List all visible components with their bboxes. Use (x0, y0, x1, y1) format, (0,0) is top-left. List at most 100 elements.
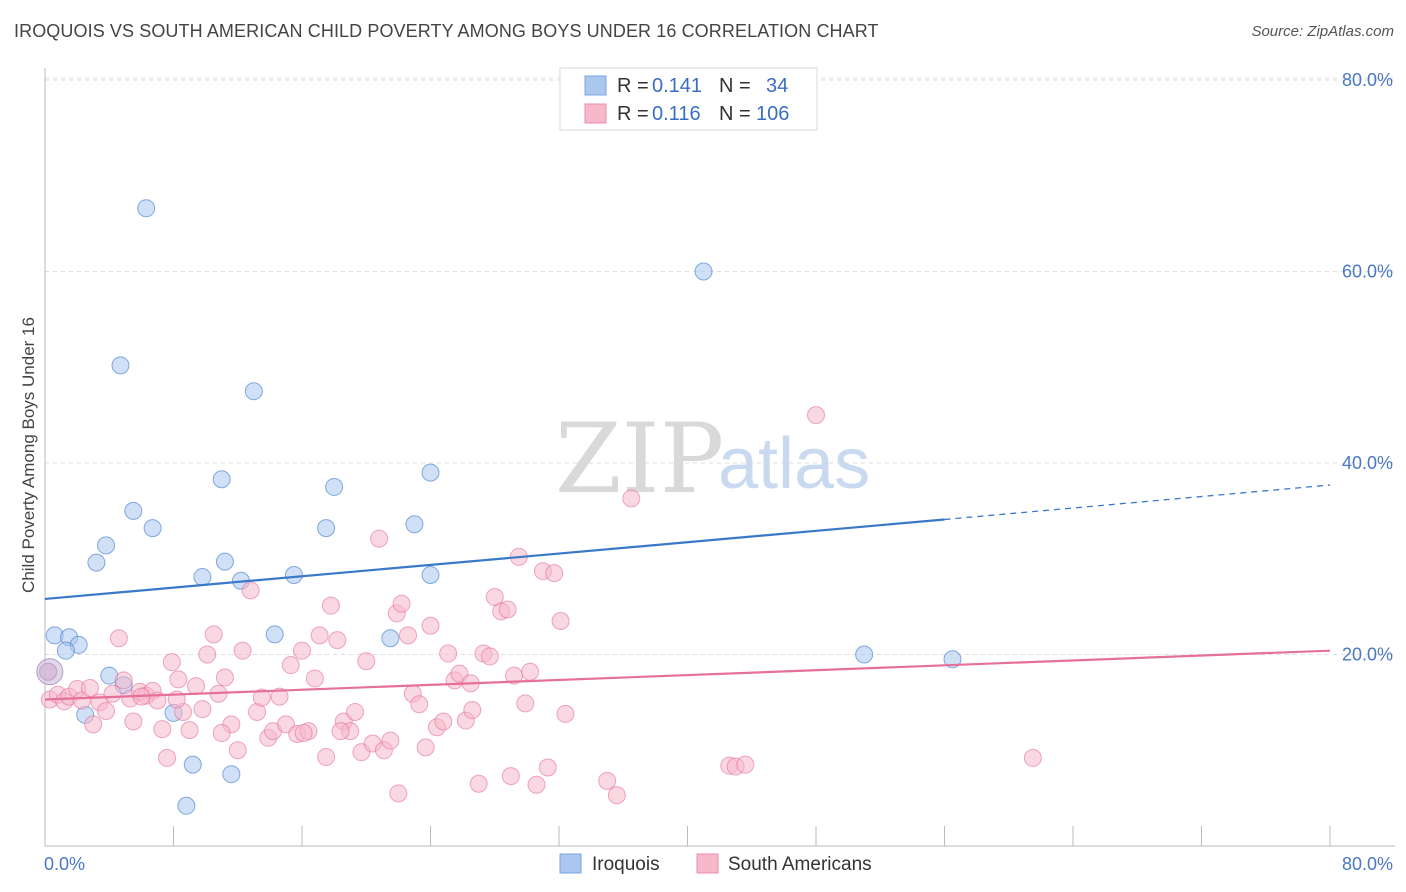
legend-label-south-americans: South Americans (728, 854, 872, 875)
iroquois-point (381, 629, 400, 648)
south-americans-point (241, 581, 260, 600)
south-americans-point (551, 611, 570, 630)
south-americans-point (421, 616, 440, 635)
x-tick-labels: 0.0% 80.0% (44, 854, 1393, 874)
iroquois-trend-line-extension (944, 484, 1331, 521)
south-americans-point (331, 722, 350, 741)
south-americans-point (410, 695, 429, 714)
legend: Iroquois South Americans (559, 853, 872, 875)
iroquois-point (56, 641, 75, 660)
south-americans-point (158, 748, 177, 767)
south-americans-point (381, 731, 400, 750)
south-americans-point (294, 724, 313, 743)
south-americans-point (527, 775, 546, 794)
south-americans-point (416, 738, 435, 757)
trend-lines (44, 484, 1331, 701)
legend-swatch-south-americans (696, 853, 719, 874)
stats-n-value-south-americans: 106 (756, 103, 789, 125)
south-americans-point (434, 712, 453, 731)
south-americans-point (233, 641, 252, 660)
iroquois-point (97, 536, 116, 555)
south-americans-point (317, 747, 336, 766)
stats-box: R = 0.141 N = 34 R = 0.116 N = 106 (559, 67, 818, 131)
grid-lines (45, 77, 1395, 655)
iroquois-point (244, 382, 263, 401)
chart-title: IROQUOIS VS SOUTH AMERICAN CHILD POVERTY… (14, 21, 879, 41)
x-tick-label: 80.0% (1342, 854, 1393, 874)
south-americans-point (538, 758, 557, 777)
south-americans-point (97, 701, 116, 720)
iroquois-point (177, 796, 196, 815)
south-americans-point (469, 774, 488, 793)
iroquois-point (855, 645, 874, 664)
south-americans-point (622, 489, 641, 508)
stats-swatch-south-americans (584, 103, 607, 124)
stats-r-value-south-americans: 0.116 (652, 103, 701, 125)
iroquois-point (317, 519, 336, 538)
iroquois-point (284, 566, 303, 585)
south-americans-point (193, 700, 212, 719)
south-americans-point (556, 704, 575, 723)
south-americans-point (215, 668, 234, 687)
iroquois-point (694, 262, 713, 281)
south-americans-point (736, 755, 755, 774)
south-americans-point (346, 702, 365, 721)
south-americans-point (153, 720, 172, 739)
iroquois-point (265, 625, 284, 644)
data-points (36, 199, 1042, 815)
iroquois-point (183, 755, 202, 774)
south-americans-point (198, 645, 217, 664)
south-americans-point (212, 724, 231, 743)
iroquois-point (143, 519, 162, 538)
iroquois-point (943, 650, 962, 669)
south-americans-point (521, 662, 540, 681)
y-axis-label: Child Poverty Among Boys Under 16 (19, 317, 38, 593)
south-americans-point (1023, 748, 1042, 767)
south-americans-point (228, 741, 247, 760)
x-tick-label: 0.0% (44, 854, 85, 874)
iroquois-point (193, 567, 212, 586)
y-tick-label: 40.0% (1342, 453, 1393, 473)
stats-r-label-south-americans: R = (617, 103, 649, 125)
south-americans-point (252, 688, 271, 707)
south-americans-point (480, 647, 499, 666)
iroquois-point (137, 199, 156, 218)
source-note: Source: ZipAtlas.com (1251, 23, 1394, 40)
y-tick-label: 80.0% (1342, 70, 1393, 90)
south-americans-point (124, 712, 143, 731)
iroquois-point (215, 552, 234, 571)
y-tick-label: 20.0% (1342, 645, 1393, 665)
south-americans-point (270, 687, 289, 706)
south-americans-trend-line (44, 649, 1331, 701)
south-americans-point (498, 600, 517, 619)
south-americans-point (109, 629, 128, 648)
south-americans-point (293, 641, 311, 660)
south-americans-point (598, 771, 617, 790)
stats-swatch-iroquois (584, 75, 607, 96)
south-americans-point (169, 670, 188, 689)
stats-n-value-iroquois: 34 (766, 75, 788, 97)
iroquois-point (405, 515, 424, 534)
stats-n-label-iroquois: N = (719, 75, 751, 97)
south-americans-point (463, 701, 482, 720)
legend-swatch-iroquois (559, 853, 582, 874)
south-americans-point (162, 653, 181, 672)
iroquois-point (421, 463, 440, 482)
south-americans-point (328, 631, 347, 650)
watermark-atlas: atlas (718, 424, 870, 504)
south-americans-point (357, 652, 376, 671)
south-americans-point (392, 594, 411, 613)
south-americans-point (607, 786, 626, 805)
y-tick-labels: 20.0% 40.0% 60.0% 80.0% (1342, 70, 1393, 665)
y-tick-label: 60.0% (1342, 262, 1393, 282)
south-americans-point (204, 625, 223, 644)
stats-r-label-iroquois: R = (617, 75, 649, 97)
legend-label-iroquois: Iroquois (592, 854, 660, 875)
south-americans-point (321, 596, 340, 615)
south-americans-point (807, 406, 825, 425)
stats-r-value-iroquois: 0.141 (652, 75, 702, 97)
south-americans-point (516, 694, 535, 713)
south-americans-point (545, 564, 564, 583)
south-americans-point (281, 656, 300, 675)
